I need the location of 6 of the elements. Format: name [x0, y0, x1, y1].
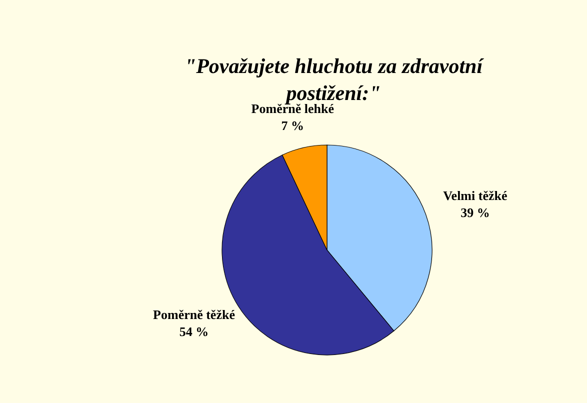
chart-title: "Považujete hluchotu za zdravotní postižení:"	[184, 54, 485, 105]
data-label: 39 %	[460, 204, 490, 220]
slice-label: Poměrně těžké	[153, 307, 236, 322]
data-label: 54 %	[179, 324, 209, 340]
slice-label: Velmi těžké	[443, 188, 508, 203]
data-label: 7 %	[281, 118, 304, 133]
